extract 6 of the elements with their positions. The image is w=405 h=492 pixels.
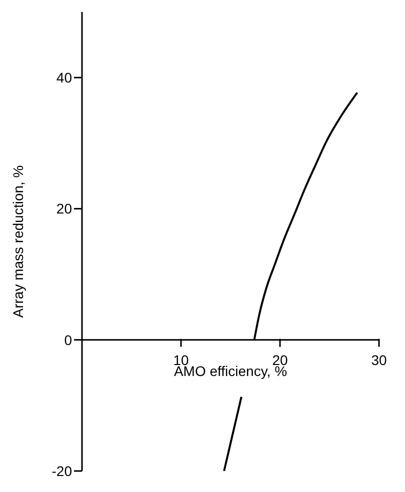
- y-tick-label: 0: [64, 332, 72, 348]
- y-tick-label: -20: [52, 462, 72, 479]
- x-tick-label: 30: [371, 352, 387, 368]
- y-tick-label: 20: [56, 200, 72, 217]
- y-axis-title: Array mass reduction, %: [10, 165, 26, 318]
- y-tick-label: 40: [56, 70, 72, 86]
